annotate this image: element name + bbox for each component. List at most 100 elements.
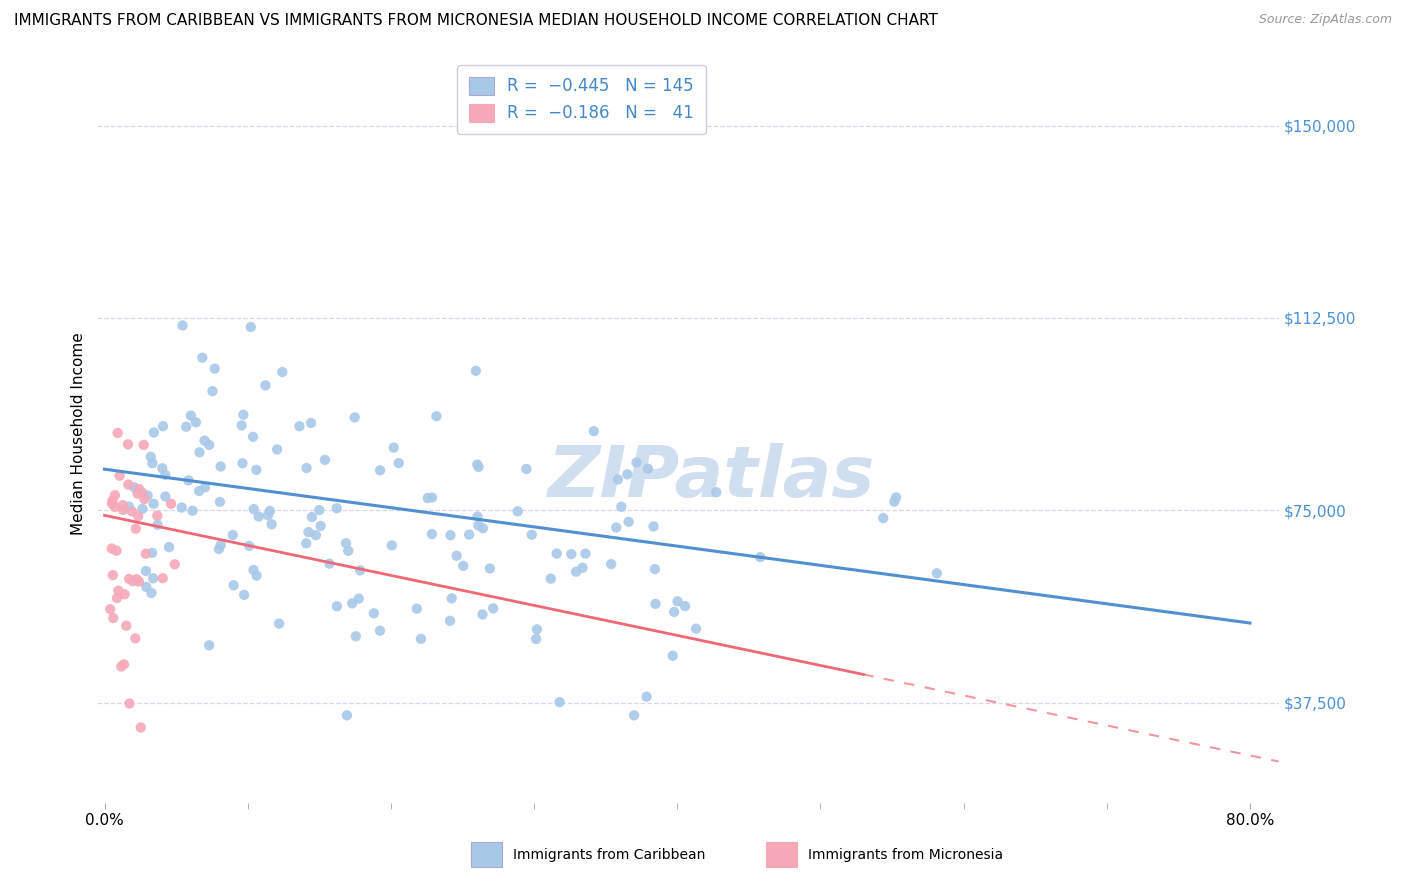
Point [177,474,200,488]
Point [467,509,489,524]
Point [170,500,193,515]
Point [208,495,231,509]
Point [128,574,150,589]
Point [644,597,666,611]
Point [288,419,311,434]
Point [135,547,157,561]
Point [155,467,177,482]
Point [134,491,156,506]
Point [242,502,264,516]
Point [222,578,245,592]
Point [104,488,127,502]
Point [142,497,165,511]
Point [107,583,129,598]
Point [118,697,141,711]
Point [193,434,215,448]
Point [121,504,143,518]
Point [238,539,260,553]
Point [335,536,357,550]
Point [111,498,134,512]
Point [515,462,537,476]
Point [105,591,128,605]
Point [606,473,628,487]
Point [368,463,391,477]
Point [101,568,124,582]
Point [440,591,463,606]
Point [301,510,323,524]
Point [872,511,894,525]
Point [108,468,131,483]
Point [129,721,152,735]
Point [643,519,665,533]
Point [637,461,659,475]
Point [128,482,150,496]
Point [245,568,267,582]
Point [571,560,593,574]
Point [381,538,404,552]
Point [194,480,217,494]
Point [326,599,349,614]
Point [112,503,135,517]
Point [198,438,221,452]
Y-axis label: Median Household Income: Median Household Income [72,332,86,534]
Point [142,571,165,585]
Point [565,565,588,579]
Point [141,456,163,470]
Point [124,480,146,494]
Point [107,425,129,440]
Point [467,460,489,475]
Point [524,632,547,646]
Point [198,639,221,653]
Bar [471,842,502,867]
Point [242,430,264,444]
Point [467,518,489,533]
Point [101,497,124,511]
Text: Source: ZipAtlas.com: Source: ZipAtlas.com [1258,13,1392,27]
Point [110,659,132,673]
Point [269,616,291,631]
Text: IMMIGRANTS FROM CARIBBEAN VS IMMIGRANTS FROM MICRONESIA MEDIAN HOUSEHOLD INCOME : IMMIGRANTS FROM CARIBBEAN VS IMMIGRANTS … [14,13,938,29]
Point [117,437,139,451]
Point [131,485,153,500]
Point [520,527,543,541]
Point [181,504,204,518]
Point [98,602,121,616]
Point [526,622,548,636]
Point [644,562,666,576]
Point [409,632,432,646]
Point [295,461,318,475]
Point [155,490,177,504]
Point [254,378,277,392]
Point [136,489,159,503]
Point [125,572,148,586]
Point [146,517,169,532]
Point [925,566,948,581]
Point [685,622,707,636]
Point [209,538,232,552]
Point [259,504,281,518]
Point [666,594,689,608]
Point [141,586,163,600]
Legend: R =  −0.445   N = 145, R =  −0.186   N =   41: R = −0.445 N = 145, R = −0.186 N = 41 [457,65,706,134]
Point [266,442,288,457]
Point [439,528,461,542]
Point [662,605,685,619]
Point [101,493,124,508]
Point [160,497,183,511]
Point [617,515,640,529]
Point [247,509,270,524]
Point [188,445,211,459]
Point [465,458,488,472]
Point [105,543,128,558]
Point [546,547,568,561]
Point [118,572,141,586]
Point [103,611,125,625]
Point [209,459,232,474]
Point [420,491,443,505]
Point [239,320,262,334]
Point [297,525,319,540]
Point [636,690,658,704]
Point [425,409,447,424]
Point [626,455,648,469]
Point [343,410,366,425]
